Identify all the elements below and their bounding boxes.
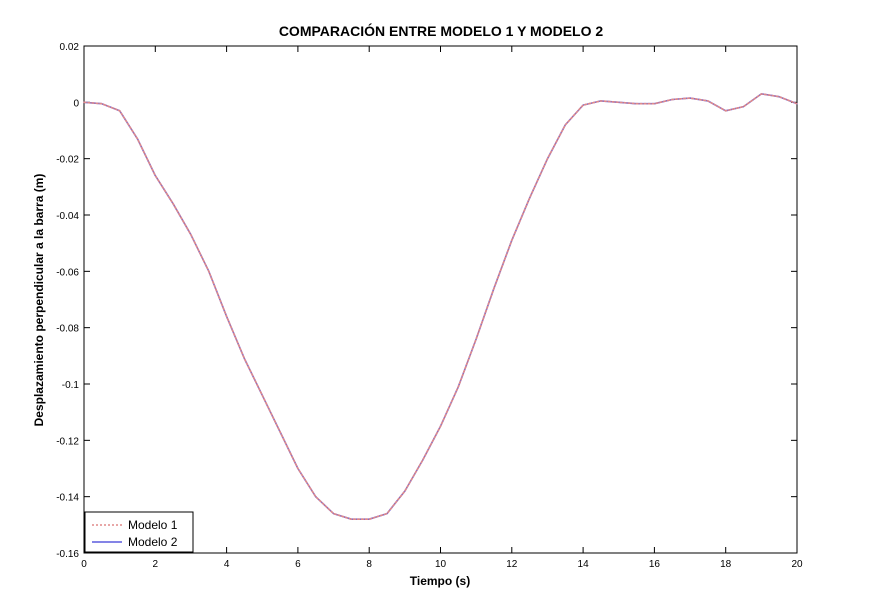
x-tick-label: 16 <box>649 559 661 570</box>
y-tick-label: -0.1 <box>62 380 80 391</box>
x-tick-label: 18 <box>720 559 732 570</box>
legend-label-2: Modelo 2 <box>128 535 178 549</box>
legend: Modelo 1 Modelo 2 <box>84 511 194 553</box>
legend-box <box>84 511 194 553</box>
x-axis-label: Tiempo (s) <box>410 574 470 588</box>
x-tick-label: 6 <box>295 559 301 570</box>
series-layer <box>83 93 798 521</box>
x-tick-label: 14 <box>578 559 590 570</box>
y-tick-label: 0.02 <box>60 42 80 53</box>
y-tick-label: -0.12 <box>56 436 79 447</box>
x-tick-label: 10 <box>435 559 447 570</box>
y-tick-label: -0.06 <box>56 267 79 278</box>
x-tick-label: 2 <box>153 559 159 570</box>
y-axis-label: Desplazamiento perpendicular a la barra … <box>32 174 46 427</box>
series-line-1 <box>83 93 798 521</box>
legend-label-1: Modelo 1 <box>128 518 178 532</box>
plot-area <box>83 45 798 554</box>
x-tick-label: 4 <box>224 559 230 570</box>
y-tick-label: 0 <box>73 98 79 109</box>
y-tick-label: -0.16 <box>56 549 79 560</box>
y-tick-label: -0.14 <box>56 493 79 504</box>
y-tick-label: -0.04 <box>56 211 79 222</box>
y-tick-label: -0.02 <box>56 155 79 166</box>
chart-title: COMPARACIÓN ENTRE MODELO 1 Y MODELO 2 <box>279 22 604 39</box>
x-axis: 0 2 4 6 8 10 12 14 16 18 20 <box>81 46 803 570</box>
x-tick-label: 12 <box>506 559 518 570</box>
x-tick-label: 20 <box>791 559 803 570</box>
y-tick-label: -0.08 <box>56 324 79 335</box>
x-tick-label: 0 <box>81 559 87 570</box>
y-axis: 0.02 0 -0.02 -0.04 -0.06 -0.08 -0.1 -0.12 -0.14 -… <box>56 42 797 560</box>
x-tick-label: 8 <box>366 559 372 570</box>
